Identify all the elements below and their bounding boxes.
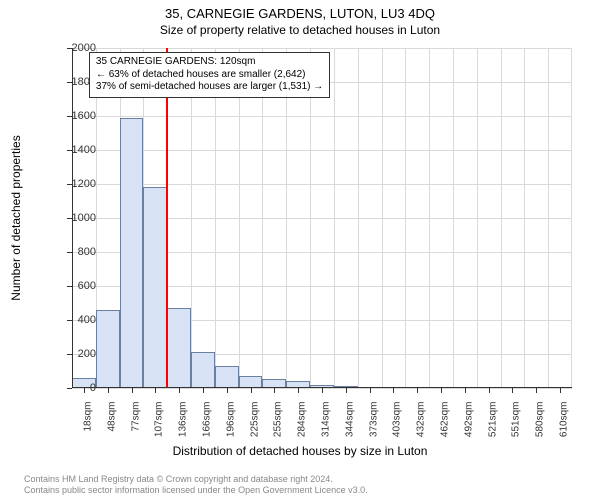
gridline-vertical [548,48,549,388]
x-tick-mark [536,388,537,393]
x-tick-label: 48sqm [106,402,117,432]
x-tick-mark [298,388,299,393]
y-tick-label: 1000 [36,212,96,224]
x-tick-label: 610sqm [559,402,570,438]
y-tick-label: 800 [36,246,96,258]
histogram-bar [167,308,191,388]
gridline-vertical [334,48,335,388]
x-tick-label: 432sqm [416,402,427,438]
gridline-vertical [262,48,263,388]
x-tick-label: 107sqm [154,402,165,438]
x-tick-mark [322,388,323,393]
x-tick-label: 373sqm [368,402,379,438]
x-tick-label: 551sqm [511,402,522,438]
x-tick-mark [274,388,275,393]
x-tick-mark [370,388,371,393]
x-tick-mark [441,388,442,393]
x-tick-label: 255sqm [273,402,284,438]
gridline-horizontal [72,48,572,49]
gridline-vertical [429,48,430,388]
x-tick-label: 284sqm [297,402,308,438]
gridline-vertical [215,48,216,388]
x-tick-label: 18sqm [82,402,93,432]
gridline-vertical [453,48,454,388]
histogram-bar [143,187,167,388]
x-tick-label: 344sqm [344,402,355,438]
x-tick-mark [465,388,466,393]
y-tick-label: 1800 [36,76,96,88]
x-tick-mark [155,388,156,393]
y-tick-label: 1600 [36,110,96,122]
y-tick-label: 200 [36,348,96,360]
x-tick-mark [346,388,347,393]
gridline-vertical [501,48,502,388]
histogram-bar [96,310,120,388]
x-tick-mark [417,388,418,393]
gridline-vertical [191,48,192,388]
y-axis-label: Number of detached properties [9,135,23,300]
gridline-horizontal [72,184,572,185]
x-tick-mark [179,388,180,393]
gridline-vertical [286,48,287,388]
x-tick-label: 225sqm [249,402,260,438]
marker-line [166,48,168,388]
plot-area: 35 CARNEGIE GARDENS: 120sqm ← 63% of det… [72,48,572,388]
y-tick-label: 400 [36,314,96,326]
x-tick-mark [512,388,513,393]
x-tick-label: 196sqm [225,402,236,438]
x-tick-label: 166sqm [201,402,212,438]
gridline-vertical [358,48,359,388]
x-tick-label: 403sqm [392,402,403,438]
gridline-vertical [310,48,311,388]
x-tick-mark [560,388,561,393]
info-line-2: ← 63% of detached houses are smaller (2,… [96,69,323,82]
x-tick-label: 492sqm [463,402,474,438]
info-line-1: 35 CARNEGIE GARDENS: 120sqm [96,56,323,69]
chart-subtitle: Size of property relative to detached ho… [0,21,600,37]
histogram-bar [215,366,239,388]
info-line-3: 37% of semi-detached houses are larger (… [96,81,323,94]
footnote-line-2: Contains public sector information licen… [24,485,368,496]
x-tick-label: 521sqm [487,402,498,438]
y-tick-label: 0 [36,382,96,394]
x-axis-label: Distribution of detached houses by size … [0,444,600,458]
gridline-vertical [477,48,478,388]
footnote-line-1: Contains HM Land Registry data © Crown c… [24,474,368,485]
x-tick-mark [132,388,133,393]
x-tick-label: 462sqm [440,402,451,438]
x-tick-label: 314sqm [321,402,332,438]
gridline-vertical [524,48,525,388]
x-tick-label: 77sqm [130,402,141,432]
gridline-vertical [382,48,383,388]
y-tick-label: 600 [36,280,96,292]
x-tick-mark [227,388,228,393]
x-tick-label: 136sqm [178,402,189,438]
x-tick-label: 580sqm [535,402,546,438]
chart-container: 35, CARNEGIE GARDENS, LUTON, LU3 4DQ Siz… [0,0,600,500]
gridline-vertical [239,48,240,388]
gridline-vertical [571,48,572,388]
gridline-vertical [405,48,406,388]
x-tick-mark [251,388,252,393]
x-axis-line [72,387,572,388]
x-tick-mark [108,388,109,393]
y-tick-label: 1200 [36,178,96,190]
chart-title: 35, CARNEGIE GARDENS, LUTON, LU3 4DQ [0,0,600,21]
gridline-horizontal [72,116,572,117]
info-box: 35 CARNEGIE GARDENS: 120sqm ← 63% of det… [89,52,330,98]
x-tick-mark [393,388,394,393]
x-tick-mark [203,388,204,393]
y-tick-label: 1400 [36,144,96,156]
histogram-bar [120,118,144,388]
gridline-horizontal [72,150,572,151]
footnote: Contains HM Land Registry data © Crown c… [24,474,368,496]
y-tick-label: 2000 [36,42,96,54]
histogram-bar [191,352,215,388]
x-tick-mark [489,388,490,393]
